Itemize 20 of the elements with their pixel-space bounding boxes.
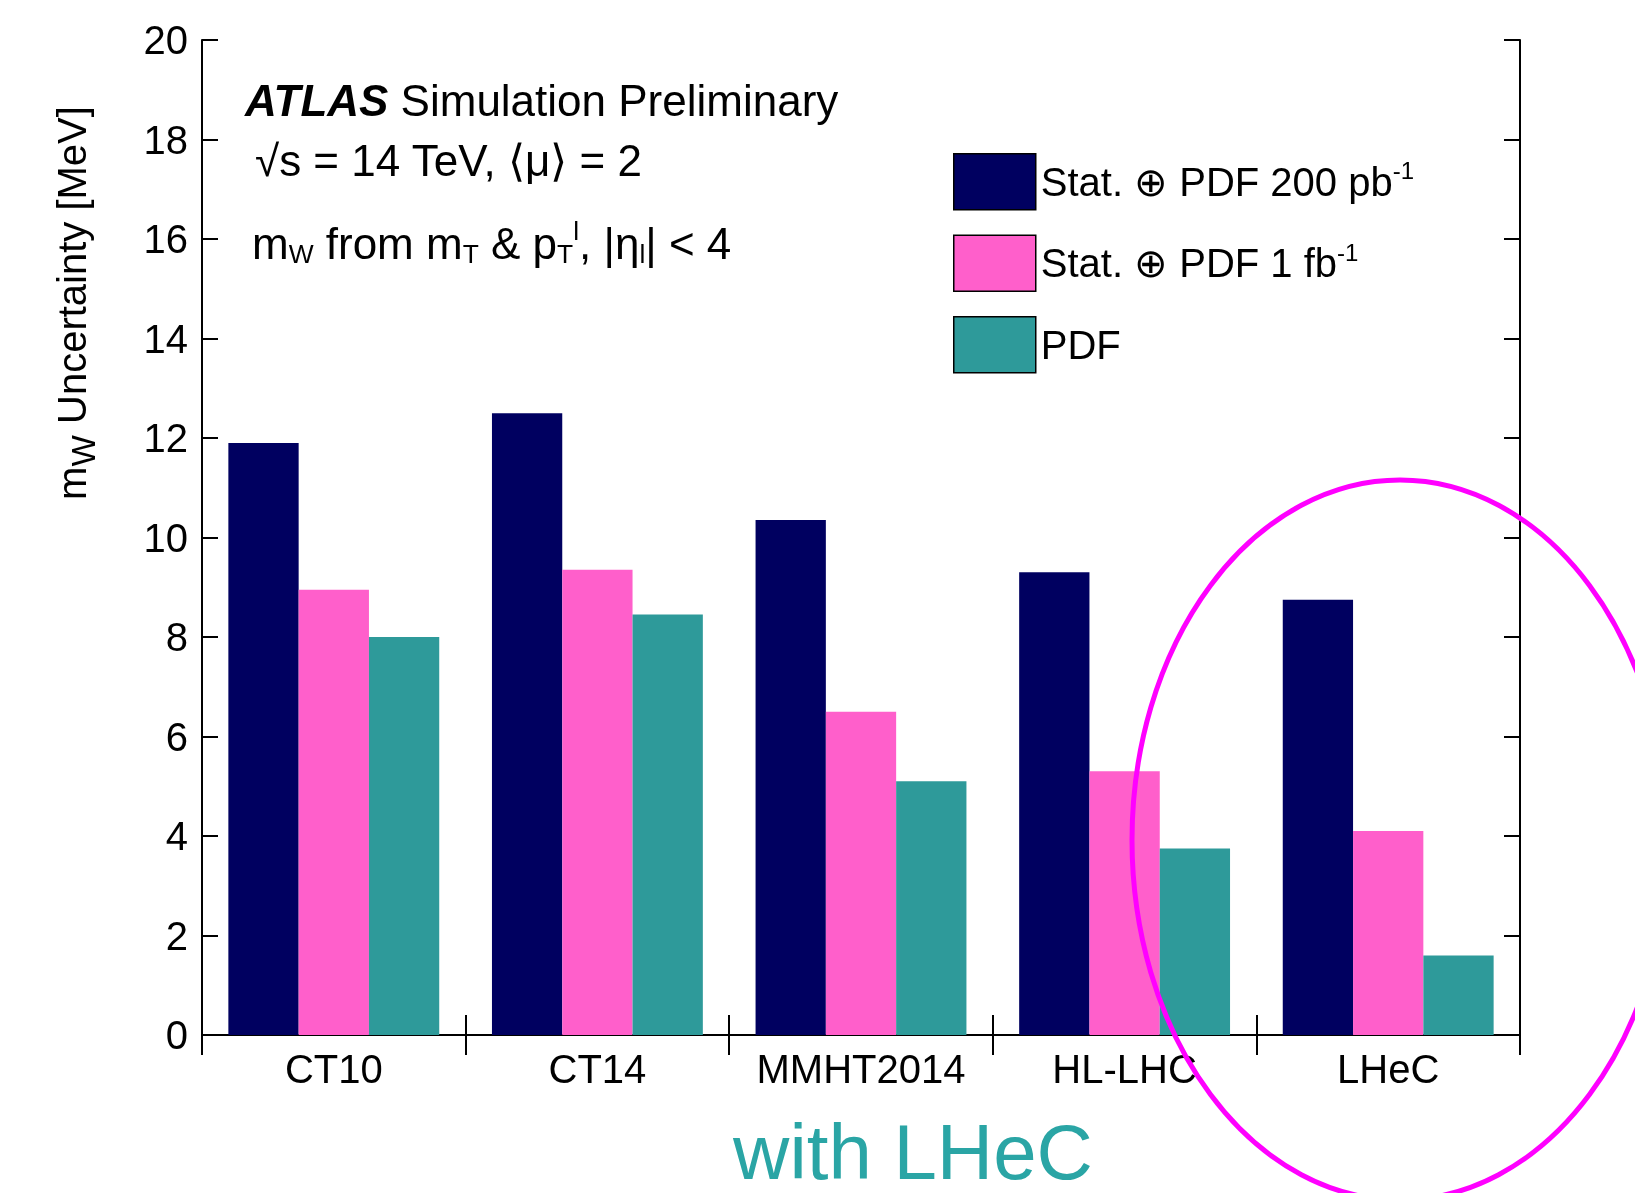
y-tick-label: 6: [165, 714, 188, 759]
y-tick-label: 2: [165, 913, 188, 958]
y-tick-label: 18: [143, 117, 188, 162]
x-tick-label: CT10: [284, 1047, 383, 1091]
annotation: ATLAS Simulation Preliminary: [244, 75, 839, 125]
y-tick-label: 4: [165, 814, 188, 858]
y-tick-label: 20: [143, 18, 188, 62]
y-tick-label: 12: [143, 416, 188, 460]
y-tick-label: 14: [143, 316, 188, 361]
x-tick-label: CT14: [548, 1047, 647, 1091]
y-tick-label: 10: [143, 515, 188, 560]
y-tick-label: 16: [143, 217, 188, 261]
annotation: √s = 14 TeV, ⟨μ⟩ = 2: [255, 135, 642, 185]
text: with LHeC: [732, 1108, 1093, 1196]
x-tick-label: MMHT2014: [756, 1047, 966, 1091]
x-tick-label: LHeC: [1337, 1047, 1440, 1091]
x-tick-label: HL-LHC: [1052, 1047, 1197, 1091]
legend-label: PDF: [1040, 322, 1121, 367]
y-tick-label: 8: [165, 615, 188, 659]
y-tick-label: 0: [165, 1013, 188, 1057]
